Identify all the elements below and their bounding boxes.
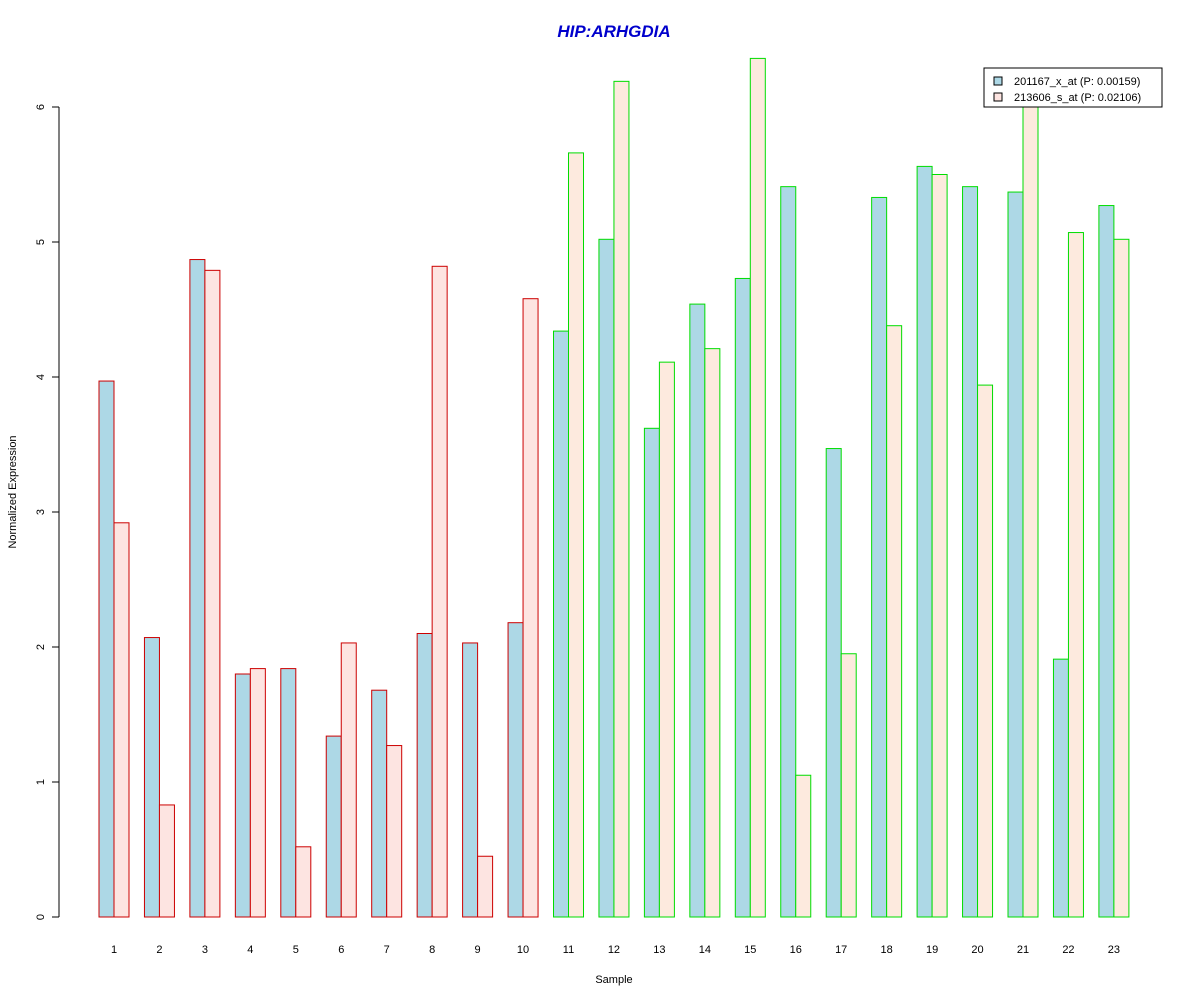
bar-series1-sample-19	[916, 165, 933, 918]
x-tick-label: 12	[608, 944, 620, 956]
bar-series2-sample-14	[704, 348, 721, 918]
y-tick-label: 3	[35, 509, 47, 515]
bar-series2-sample-10	[522, 298, 539, 918]
bar-series2-sample-8	[431, 265, 448, 918]
bar-series2-sample-5	[295, 846, 312, 918]
bar-series1-sample-23	[1098, 205, 1115, 918]
bar-series2-sample-3	[204, 269, 221, 918]
legend-label-series1: 201167_x_at (P: 0.00159)	[1014, 76, 1140, 88]
x-tick-label: 3	[202, 944, 208, 956]
bar-series2-sample-12	[613, 80, 630, 918]
bar-series1-sample-2	[143, 637, 160, 918]
x-axis-label: Sample	[595, 974, 632, 986]
x-tick-label: 10	[517, 944, 529, 956]
x-tick-label: 14	[699, 944, 711, 956]
bar-series1-sample-6	[325, 735, 342, 918]
bar-series1-sample-10	[507, 622, 524, 918]
bar-series2-sample-18	[886, 325, 903, 918]
bar-series1-sample-12	[598, 238, 615, 918]
x-axis-ticks: 1 2 3 4 5 6 7 8 9 10 11 12 13 14 15 16 17 18 19 20 21 22 23	[111, 944, 1120, 956]
bar-series2-sample-22	[1067, 232, 1084, 918]
y-tick-label: 4	[35, 374, 47, 380]
bar-series2-sample-2	[158, 804, 175, 918]
bar-series1-sample-9	[462, 642, 479, 918]
bar-series1-sample-22	[1052, 658, 1069, 918]
chart-title: HIP:ARHGDIA	[557, 22, 670, 41]
bar-series1-sample-13	[643, 427, 660, 918]
y-tick-label: 6	[35, 104, 47, 110]
x-tick-label: 15	[744, 944, 756, 956]
bar-series2-sample-11	[568, 152, 584, 918]
bar-series2-sample-23	[1113, 238, 1130, 918]
bar-series1-sample-14	[689, 303, 706, 918]
x-tick-label: 23	[1108, 944, 1120, 956]
legend-swatch-series1	[993, 76, 1003, 86]
bar-series2-sample-9	[477, 855, 494, 918]
bar-series2-sample-7	[386, 745, 403, 918]
bar-series1-sample-21	[1007, 191, 1024, 918]
bar-series1-sample-20	[962, 186, 979, 918]
bar-series2-sample-15	[749, 57, 766, 918]
bar-series2-sample-20	[977, 384, 994, 918]
y-tick-label: 1	[35, 779, 47, 785]
bar-series2-sample-17	[840, 653, 857, 918]
bar-series1-sample-15	[734, 277, 751, 918]
legend-label-series2: 213606_s_at (P: 0.02106)	[1014, 92, 1141, 104]
bar-series1-sample-18	[871, 196, 888, 918]
x-tick-label: 7	[384, 944, 390, 956]
bar-series1-sample-4	[234, 673, 251, 918]
bar-series2-sample-13	[658, 361, 675, 918]
x-tick-label: 16	[790, 944, 802, 956]
x-tick-label: 5	[293, 944, 299, 956]
y-axis-label: Normalized Expression	[7, 435, 19, 548]
x-tick-label: 11	[563, 944, 574, 956]
bar-series2-sample-16	[795, 774, 812, 918]
bar-series2-sample-21	[1022, 106, 1039, 918]
y-tick-label: 0	[35, 914, 47, 920]
y-axis: 0 1 2 3 4 5 6	[35, 104, 60, 920]
y-tick-label: 2	[35, 644, 47, 650]
x-tick-label: 13	[653, 944, 665, 956]
bar-series2-sample-4	[249, 668, 266, 918]
bar-series1-sample-16	[780, 186, 797, 918]
x-tick-label: 6	[338, 944, 344, 956]
x-tick-label: 20	[971, 944, 983, 956]
x-tick-label: 21	[1017, 944, 1029, 956]
x-tick-label: 22	[1062, 944, 1074, 956]
legend-box	[983, 67, 1163, 108]
x-tick-label: 2	[156, 944, 162, 956]
x-tick-label: 4	[247, 944, 253, 956]
legend: 201167_x_at (P: 0.00159) 213606_s_at (P: …	[983, 67, 1163, 108]
bar-series1-sample-1	[98, 380, 115, 918]
bars	[98, 57, 1130, 918]
bar-series1-sample-8	[416, 633, 433, 918]
bar-series1-sample-17	[825, 448, 842, 918]
y-tick-label: 5	[35, 239, 47, 245]
bar-series1-sample-7	[371, 689, 388, 918]
x-tick-label: 8	[429, 944, 435, 956]
bar-series1-sample-3	[189, 259, 206, 918]
legend-swatch-series2	[993, 92, 1003, 102]
bar-series2-sample-19	[931, 174, 948, 918]
x-tick-label: 18	[881, 944, 893, 956]
x-tick-label: 19	[926, 944, 938, 956]
bar-series1-sample-11	[553, 330, 569, 918]
bar-series1-sample-5	[280, 668, 297, 918]
x-tick-label: 1	[111, 944, 117, 956]
bar-series2-sample-1	[113, 522, 130, 918]
bar-series2-sample-6	[340, 642, 357, 918]
x-tick-label: 17	[835, 944, 847, 956]
x-tick-label: 9	[475, 944, 481, 956]
